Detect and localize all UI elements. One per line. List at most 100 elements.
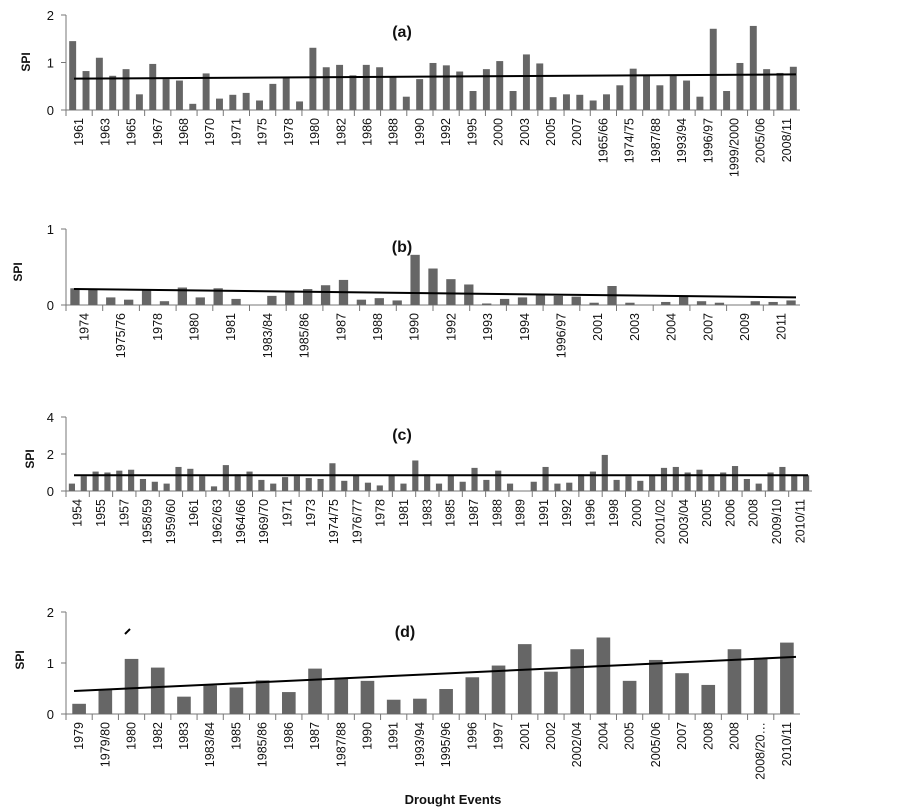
bar [649, 659, 663, 714]
bar [349, 75, 357, 110]
x-tick-label: 2001 [518, 722, 532, 750]
bar [124, 299, 134, 305]
bar [162, 79, 170, 110]
bar [435, 483, 443, 491]
x-tick-label: 1999/2000 [727, 118, 741, 177]
bar [589, 471, 597, 491]
bar [309, 47, 317, 110]
x-tick-label: 1983 [420, 499, 434, 527]
bar [336, 64, 344, 110]
x-tick-label: 2001/02 [653, 499, 667, 544]
bar [151, 481, 158, 491]
x-tick-label: 1995/96 [439, 722, 453, 767]
x-tick-label: 1986 [360, 118, 374, 146]
bar [428, 268, 438, 305]
trend-line [73, 655, 797, 693]
bar [128, 469, 135, 491]
bar [660, 467, 668, 491]
bar [149, 63, 157, 110]
bar [269, 83, 277, 110]
bar [637, 480, 644, 491]
bar [496, 61, 504, 110]
y-axis-title: SPI [23, 449, 37, 468]
bar [763, 69, 771, 110]
x-tick-label: 1969/70 [257, 499, 271, 544]
bar [720, 472, 727, 491]
x-tick-label: 2002 [544, 722, 558, 750]
bar [727, 649, 742, 714]
bar [530, 481, 537, 491]
bar [374, 298, 384, 305]
bar [104, 472, 111, 491]
bar [701, 684, 716, 714]
bar [672, 466, 679, 491]
bar [229, 94, 237, 110]
bar [135, 94, 143, 110]
bar [589, 302, 599, 305]
bar [678, 296, 689, 305]
bar [483, 479, 490, 491]
bar [779, 466, 786, 491]
bar [517, 644, 532, 714]
y-axis-title: SPI [13, 650, 27, 669]
bar [554, 483, 561, 491]
bar [661, 301, 671, 305]
bar [459, 481, 466, 491]
bar [544, 671, 558, 714]
bar [392, 300, 402, 305]
bar [329, 463, 336, 491]
bar [643, 75, 650, 110]
bar [175, 466, 182, 491]
bar [495, 470, 502, 491]
bar [625, 476, 632, 491]
bar [139, 478, 147, 491]
bar [566, 482, 573, 491]
bar [199, 476, 206, 491]
x-tick-label: 1983 [177, 722, 191, 750]
bar [767, 472, 774, 491]
bar [202, 73, 210, 110]
x-tick-label: 2000 [492, 118, 506, 146]
x-tick-label: 2009 [738, 313, 752, 341]
y-tick-label: 1 [47, 56, 54, 71]
bar [267, 295, 277, 305]
x-tick-label: 1985 [444, 499, 458, 527]
x-tick-label: 2011 [775, 313, 789, 340]
x-tick-label: 2001 [591, 313, 605, 341]
x-tick-label: 1993 [481, 313, 495, 341]
bar [696, 96, 704, 110]
x-tick-label: 1961 [187, 499, 201, 527]
bar [386, 699, 401, 714]
x-tick-label: 1959/60 [164, 499, 178, 544]
bar [229, 687, 244, 714]
bar [522, 54, 530, 110]
x-tick-label: 1997 [492, 722, 506, 750]
bar [296, 101, 304, 110]
x-tick-label: 2004 [665, 313, 679, 341]
bar [92, 471, 99, 491]
bar [189, 103, 197, 110]
bar [258, 479, 265, 491]
x-tick-label: 2007 [675, 722, 689, 750]
bar [82, 71, 90, 110]
x-tick-label: 1991 [537, 499, 551, 527]
x-tick-label: 1996 [584, 499, 598, 527]
stray-mark [124, 628, 131, 635]
bar [124, 658, 139, 714]
bar [68, 483, 75, 491]
bar [439, 689, 453, 714]
x-tick-label: 1996 [465, 722, 479, 750]
bar [150, 667, 165, 714]
x-tick-label: 2005 [623, 722, 637, 750]
y-tick-label: 4 [47, 410, 54, 425]
panel-title: (c) [392, 427, 412, 444]
x-tick-label: 1963 [98, 118, 112, 146]
x-tick-label: 1974 [77, 313, 91, 341]
x-tick-label: 1987 [467, 499, 481, 527]
bar [364, 482, 372, 491]
x-tick-label: 2000 [630, 499, 644, 527]
bar [106, 297, 116, 305]
chart-panel: 0 1 2 SPI (a) 1961 1963 1965 1967 1968 1970 1971 197… [19, 8, 800, 177]
bar [684, 472, 691, 491]
bar [282, 692, 296, 714]
